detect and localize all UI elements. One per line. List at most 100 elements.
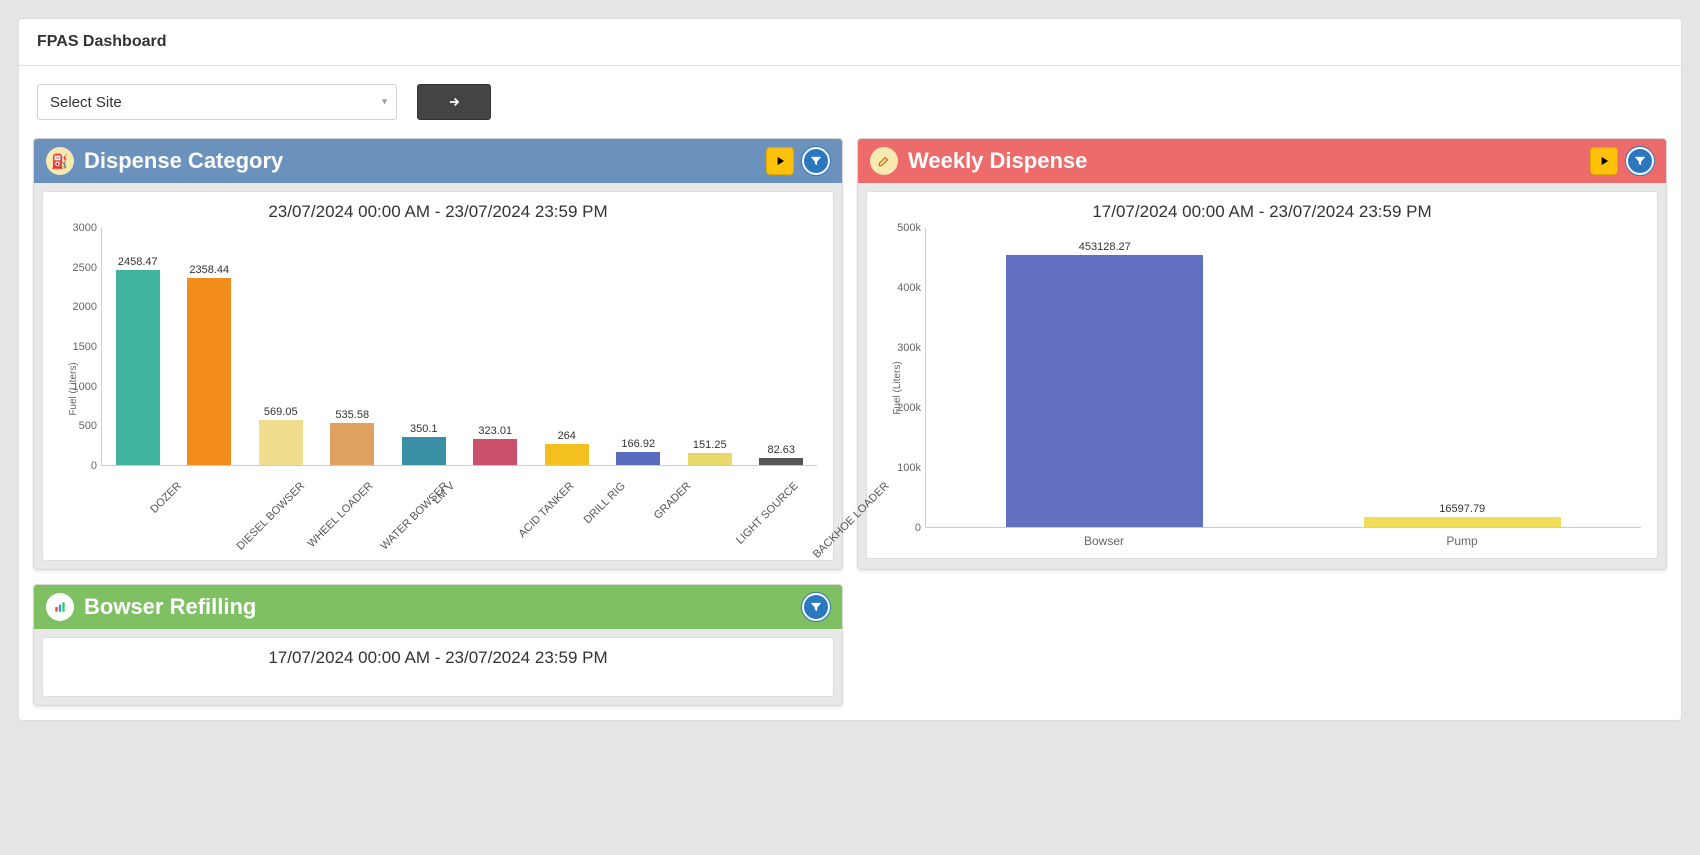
- bar-value-label: 151.25: [693, 439, 727, 451]
- bar-slot: 323.01: [460, 228, 532, 465]
- bar-chart-icon: [46, 593, 74, 621]
- plot-area: 2458.47 2358.44 569.05 535.58 350.1 323.01 264…: [101, 228, 817, 466]
- fuel-pump-icon: ⛽: [46, 147, 74, 175]
- bar-value-label: 264: [558, 430, 576, 442]
- x-label: DRILL RIG: [531, 470, 603, 550]
- chart-date-range: 23/07/2024 00:00 AM - 23/07/2024 23:59 P…: [49, 202, 827, 222]
- y-ticks: 050010001500200025003000: [61, 228, 97, 466]
- card-body: 17/07/2024 00:00 AM - 23/07/2024 23:59 P…: [866, 191, 1658, 559]
- bar[interactable]: [116, 270, 160, 465]
- filter-button[interactable]: [802, 147, 830, 175]
- bar-value-label: 2458.47: [118, 256, 158, 268]
- page-title: FPAS Dashboard: [37, 33, 1663, 51]
- card-body: 17/07/2024 00:00 AM - 23/07/2024 23:59 P…: [42, 637, 834, 697]
- edit-icon: [870, 147, 898, 175]
- main-panel: FPAS Dashboard Select Site ▾ ⛽ Dispense …: [18, 18, 1682, 721]
- bar-value-label: 350.1: [410, 423, 438, 435]
- x-label: LM V: [387, 470, 459, 550]
- bar[interactable]: [545, 444, 589, 465]
- x-labels: BowserPump: [925, 534, 1641, 548]
- filter-icon: [1633, 154, 1647, 168]
- filter-button[interactable]: [802, 593, 830, 621]
- plot-area: 453128.27 16597.79: [925, 228, 1641, 528]
- bar[interactable]: [1364, 517, 1561, 527]
- bar[interactable]: [330, 423, 374, 465]
- chart-area: 0100k200k300k400k500k 453128.2716597.79 …: [925, 228, 1641, 548]
- x-label: LIGHT SOURCE: [674, 470, 746, 550]
- x-label: Pump: [1283, 534, 1641, 548]
- card-title: Dispense Category: [84, 148, 756, 174]
- bar-slot: 151.25: [674, 228, 746, 465]
- x-label: GRADER: [602, 470, 674, 550]
- y-tick: 500: [61, 420, 97, 432]
- card-body: 23/07/2024 00:00 AM - 23/07/2024 23:59 P…: [42, 191, 834, 561]
- bar-value-label: 82.63: [767, 444, 795, 456]
- bar[interactable]: [759, 458, 803, 465]
- y-tick: 300k: [885, 342, 921, 354]
- bar[interactable]: [473, 439, 517, 465]
- card-bowser-refilling: Bowser Refilling 17/07/2024 00:00 AM - 2…: [33, 584, 843, 706]
- bar[interactable]: [187, 278, 231, 465]
- site-select-wrap: Select Site ▾: [37, 84, 397, 120]
- bar[interactable]: [1006, 255, 1203, 527]
- filter-button[interactable]: [1626, 147, 1654, 175]
- site-select[interactable]: Select Site: [37, 84, 397, 120]
- bar-slot: 16597.79: [1284, 228, 1642, 527]
- card-actions: [1590, 147, 1654, 175]
- play-button[interactable]: [1590, 147, 1618, 175]
- y-tick: 500k: [885, 222, 921, 234]
- chart-area: 050010001500200025003000 2458.472358.445…: [101, 228, 817, 550]
- bar-slot: 350.1: [388, 228, 460, 465]
- bar[interactable]: [259, 420, 303, 465]
- play-icon: [1597, 154, 1611, 168]
- bar-value-label: 166.92: [621, 438, 655, 450]
- bar-value-label: 2358.44: [189, 264, 229, 276]
- bar-slot: 453128.27: [926, 228, 1284, 527]
- bars-row: 453128.27 16597.79: [926, 228, 1641, 527]
- x-label: DIESEL BOWSER: [173, 470, 245, 550]
- y-tick: 200k: [885, 402, 921, 414]
- y-tick: 3000: [61, 222, 97, 234]
- y-tick: 2500: [61, 262, 97, 274]
- x-label: WHEEL LOADER: [244, 470, 316, 550]
- filter-icon: [809, 600, 823, 614]
- bar-value-label: 16597.79: [1439, 503, 1485, 515]
- card-actions: [802, 593, 830, 621]
- bar-slot: 264: [531, 228, 603, 465]
- x-label: ACID TANKER: [459, 470, 531, 550]
- filter-icon: [809, 154, 823, 168]
- card-header-weekly-dispense: Weekly Dispense: [858, 139, 1666, 183]
- y-tick: 400k: [885, 282, 921, 294]
- bar-slot: 82.63: [746, 228, 818, 465]
- bar-chart-svg: [53, 600, 67, 614]
- card-title: Weekly Dispense: [908, 148, 1580, 174]
- bar[interactable]: [688, 453, 732, 465]
- arrow-right-icon: [447, 95, 461, 109]
- bar-slot: 569.05: [245, 228, 317, 465]
- chart-date-range: 17/07/2024 00:00 AM - 23/07/2024 23:59 P…: [873, 202, 1651, 222]
- bar-value-label: 535.58: [335, 409, 369, 421]
- go-button[interactable]: [417, 84, 491, 120]
- y-tick: 0: [61, 460, 97, 472]
- bar-value-label: 453128.27: [1079, 241, 1131, 253]
- card-header-dispense-category: ⛽ Dispense Category: [34, 139, 842, 183]
- x-label: WATER BOWSER: [316, 470, 388, 550]
- bars-row: 2458.47 2358.44 569.05 535.58 350.1 323.01 264…: [102, 228, 817, 465]
- x-label: DOZER: [101, 470, 173, 550]
- y-tick: 1500: [61, 341, 97, 353]
- bar[interactable]: [616, 452, 660, 465]
- controls-row: Select Site ▾: [19, 66, 1681, 138]
- play-button[interactable]: [766, 147, 794, 175]
- y-ticks: 0100k200k300k400k500k: [885, 228, 921, 528]
- y-tick: 2000: [61, 301, 97, 313]
- bar-slot: 2458.47: [102, 228, 174, 465]
- bar-slot: 535.58: [317, 228, 389, 465]
- x-label: Bowser: [925, 534, 1283, 548]
- page-header: FPAS Dashboard: [19, 19, 1681, 66]
- bar-slot: 166.92: [603, 228, 675, 465]
- card-weekly-dispense: Weekly Dispense 17/07/2024 00:00 AM - 23…: [857, 138, 1667, 570]
- bar[interactable]: [402, 437, 446, 465]
- chart-dispense-category: Fuel (Liters) 050010001500200025003000 2…: [49, 228, 827, 550]
- chart-date-range: 17/07/2024 00:00 AM - 23/07/2024 23:59 P…: [49, 648, 827, 668]
- card-title: Bowser Refilling: [84, 594, 792, 620]
